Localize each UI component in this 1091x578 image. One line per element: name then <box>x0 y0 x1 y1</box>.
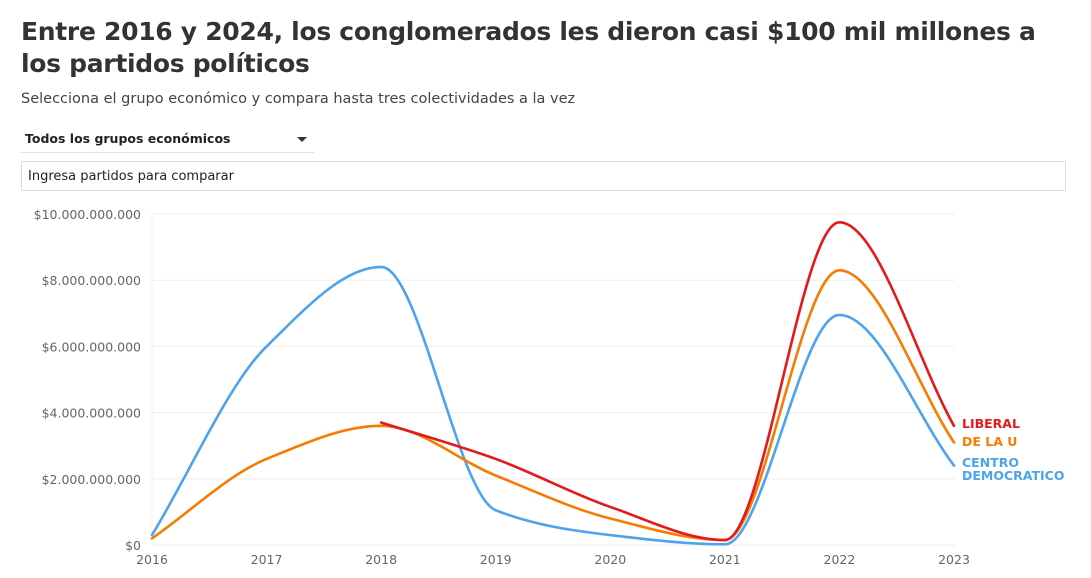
x-tick-label: 2023 <box>938 552 970 567</box>
series-labels: LIBERAL DE LA U CENTRO DEMOCRATICO <box>962 416 1064 483</box>
series-line-de-la-u <box>150 268 956 542</box>
series-label-liberal: LIBERAL <box>962 416 1020 431</box>
series-label-line: DE LA U <box>962 434 1017 449</box>
series-label-line: LIBERAL <box>962 416 1020 431</box>
line-chart: $0 $2.000.000.000 $4.000.000.000 $6.000.000… <box>34 207 1065 567</box>
series-label-line: DEMOCRATICO <box>962 468 1064 483</box>
chart-title: Entre 2016 y 2024, los conglomerados les… <box>21 17 1036 78</box>
y-tick-label: $2.000.000.000 <box>42 472 141 487</box>
series-label-line: CENTRO <box>962 455 1019 470</box>
grid-lines <box>151 213 955 546</box>
chevron-down-icon <box>297 137 307 142</box>
y-tick-label: $6.000.000.000 <box>42 339 141 354</box>
chart-subtitle: Selecciona el grupo económico y compara … <box>21 91 576 107</box>
y-tick-label: $0 <box>125 538 141 553</box>
series-label-centro-democratico: CENTRO DEMOCRATICO <box>962 455 1064 483</box>
x-tick-label: 2017 <box>251 552 283 567</box>
party-search-input[interactable] <box>21 161 1066 191</box>
economic-group-dropdown[interactable]: Todos los grupos económicos <box>21 127 314 153</box>
x-tick-label: 2019 <box>480 552 512 567</box>
economic-group-selected: Todos los grupos económicos <box>25 131 231 146</box>
x-tick-label: 2021 <box>709 552 741 567</box>
x-axis-ticks: 2016 2017 2018 2019 2020 2021 2022 2023 <box>136 552 970 567</box>
series-line-centro-democratico <box>150 265 956 546</box>
x-tick-label: 2020 <box>594 552 626 567</box>
x-tick-label: 2022 <box>824 552 856 567</box>
y-tick-label: $10.000.000.000 <box>34 207 141 222</box>
y-axis-ticks: $0 $2.000.000.000 $4.000.000.000 $6.000.000… <box>34 207 141 553</box>
y-tick-label: $4.000.000.000 <box>42 406 141 421</box>
y-tick-label: $8.000.000.000 <box>42 273 141 288</box>
series-lines <box>150 220 956 546</box>
series-label-de-la-u: DE LA U <box>962 434 1017 449</box>
x-tick-label: 2018 <box>365 552 397 567</box>
series-line-liberal <box>379 220 956 542</box>
x-tick-label: 2016 <box>136 552 168 567</box>
